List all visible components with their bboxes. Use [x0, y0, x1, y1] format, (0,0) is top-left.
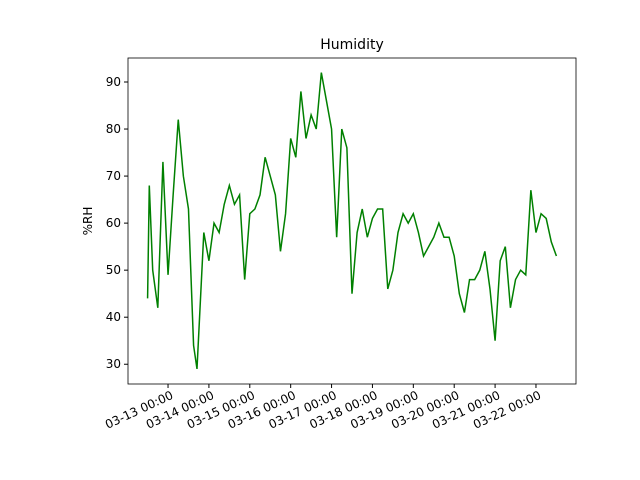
data-line — [146, 72, 558, 370]
chart-title: Humidity — [320, 37, 383, 53]
y-axis-label: %RH — [81, 207, 95, 236]
y-tick-label: 30 — [106, 357, 121, 371]
y-tick-label: 90 — [106, 75, 121, 89]
y-tick-label: 80 — [106, 122, 121, 136]
y-tick-label: 50 — [106, 263, 121, 277]
y-tick-label: 40 — [106, 310, 121, 324]
y-tick-label: 60 — [106, 216, 121, 230]
y-tick-label: 70 — [106, 169, 121, 183]
axes-frame — [127, 57, 577, 385]
